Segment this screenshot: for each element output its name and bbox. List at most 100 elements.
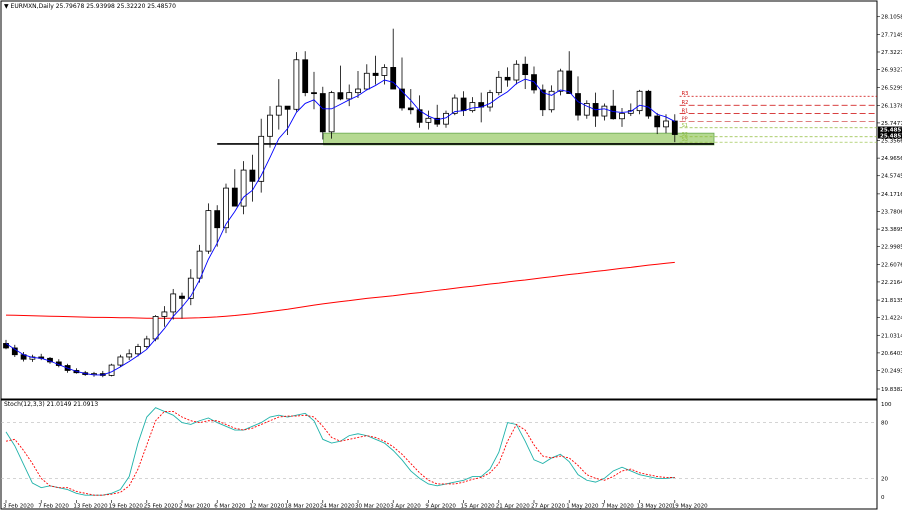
bull-candle-body [355,88,361,94]
bear-candle-body [302,59,309,94]
chart-frame [0,0,878,510]
price-tick-label: 24.1716 [881,192,902,198]
bull-candle-body [152,316,159,340]
date-tick-label: 2 Mar 2020 [179,504,211,510]
stoch-main-line [5,407,675,496]
candle [319,86,326,140]
stoch-tick-label: 100 [881,402,892,408]
price-tick-label: 20.6403 [881,351,902,357]
bull-candle-body [513,63,520,81]
candle [487,89,493,112]
pivot-label-r2: R2 [682,100,689,106]
candle [566,51,573,94]
candle [583,100,590,119]
bull-candle-body [363,72,370,90]
date-tick-label: 30 Mar 2020 [355,504,390,510]
date-tick-label: 9 Apr 2020 [425,504,456,510]
date-tick-label: 7 Feb 2020 [38,504,69,510]
bull-candle-body [381,67,388,76]
price-tick-label: 20.2493 [881,369,902,375]
bull-candle-body [636,90,643,112]
candle [328,90,335,139]
stoch-tick-label: 80 [881,421,888,427]
support-zone [323,132,715,146]
current-price-box [878,132,902,139]
bull-candle-body [170,293,177,313]
bear-candle-body [311,92,317,95]
bull-candle-body [293,59,300,110]
date-tick-label: 18 Mar 2020 [285,504,320,510]
fast-moving-average-line [5,78,676,376]
stoch-tick-label: 20 [881,476,888,482]
current-price-box [878,126,902,133]
date-tick-label: 19 Feb 2020 [109,504,144,510]
candle [575,76,581,121]
bear-candle-body [337,92,344,100]
bear-candle-body [575,93,581,116]
stochastic-title: Stoch(12,3,3) 21.0149 21.0913 [4,401,99,408]
pivot-label-r3: R3 [682,91,689,97]
candle [143,335,150,349]
bear-candle-body [372,72,379,76]
candle [381,64,388,85]
bull-candle-body [223,187,229,229]
bull-candle-body [346,92,353,100]
pivot-label-s1: S1 [682,123,688,129]
bull-candle-body [425,117,432,123]
candle [539,84,546,117]
price-tick-label: 27.7149 [881,32,902,38]
candle [187,269,194,306]
candle [619,107,625,127]
price-tick-label: 23.7806 [881,209,902,215]
bear-candle-body [214,210,221,229]
bull-candle-body [108,364,115,376]
price-tick-label: 22.2164 [881,280,902,286]
bull-candle-body [487,92,493,108]
price-tick-label: 21.0314 [881,333,902,339]
price-tick-label: 22.6076 [881,262,902,268]
stoch-tick-label: 0 [881,495,885,501]
candle [355,71,361,99]
date-tick-label: 19 May 2020 [672,504,708,510]
candle [495,71,502,96]
bear-candle-body [610,105,617,120]
candle [108,363,115,377]
candle [460,91,467,117]
candle [504,67,511,87]
candle [557,68,564,96]
date-tick-label: 13 Feb 2020 [73,504,108,510]
candle [548,85,555,113]
bear-candle-body [522,63,529,76]
candle [399,57,405,111]
date-tick-label: 27 Apr 2020 [531,504,566,510]
bull-candle-body [143,338,150,348]
pivot-label-pp: PP [682,116,688,122]
bull-candle-body [328,92,335,133]
collapse-triangle-icon[interactable]: ▼ [4,3,9,10]
pivot-label-s2: S2 [682,132,688,138]
bull-candle-body [267,114,273,137]
candle [170,288,177,320]
price-tick-label: 27.3227 [881,50,902,56]
candle [29,354,36,362]
price-tick-label: 21.4224 [881,316,902,322]
candle [531,66,537,94]
date-tick-label: 3 Feb 2020 [3,504,34,510]
candle [443,110,449,128]
bull-candle-body [205,210,212,252]
candle [601,103,608,121]
candle [214,205,221,247]
date-tick-label: 12 Mar 2020 [249,504,284,510]
chart-title: ▼ EURMXN,Daily 25.79678 25.93998 25.3222… [4,3,176,10]
pivot-label-s3: S3 [682,137,688,143]
price-tick-label: 28.1058 [881,15,902,21]
price-tick-label: 26.9327 [881,68,902,74]
date-tick-label: 21 Apr 2020 [496,504,531,510]
candle [522,56,529,90]
pivot-label-r1: R1 [682,108,689,114]
bull-candle-body [258,135,265,182]
bull-candle-body [126,353,133,358]
price-tick-label: 22.9985 [881,245,902,251]
price-tick-label: 24.5745 [881,174,902,180]
